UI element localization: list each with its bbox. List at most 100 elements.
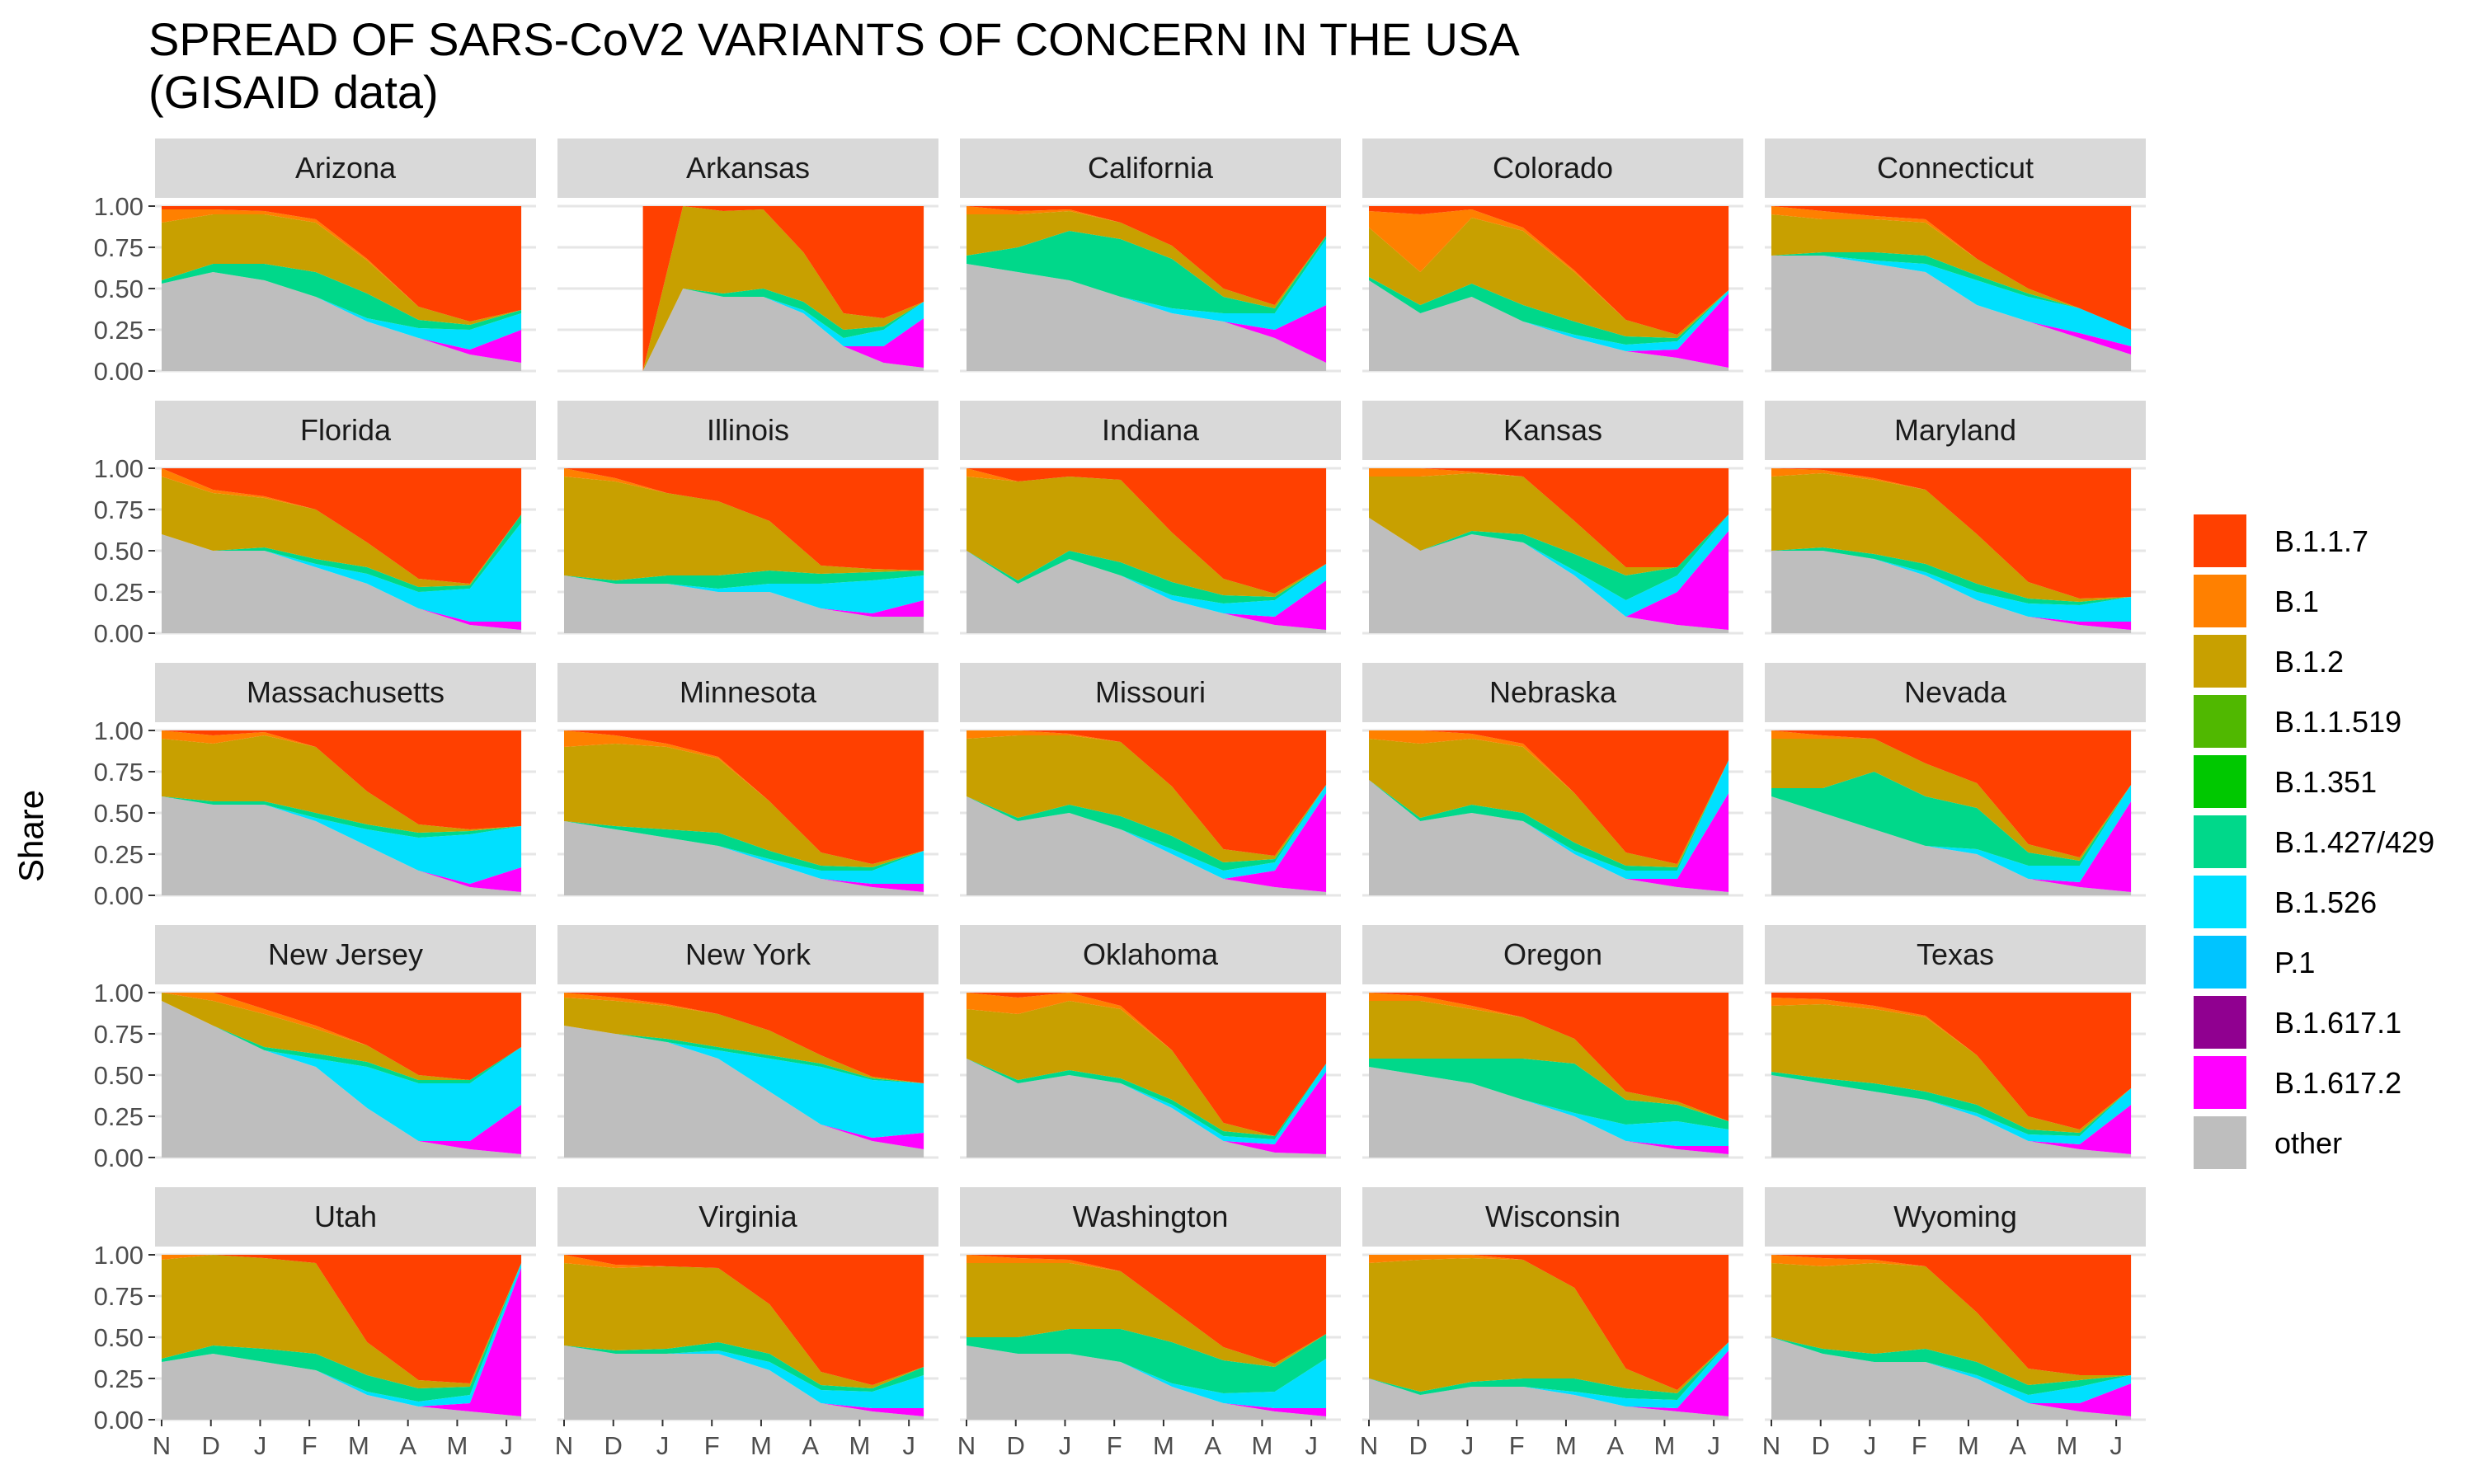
x-tick-label: N: [957, 1431, 976, 1460]
area-B-1-2: [1369, 473, 1729, 575]
facet-strip-label: Illinois: [707, 413, 789, 447]
area-B-1-526: [1369, 1067, 1729, 1146]
facet-strip: [1362, 401, 1743, 460]
facet-strip-label: Nebraska: [1489, 675, 1617, 709]
facet-panel: Washington N D J F M A M J: [957, 1187, 1341, 1460]
facet-panel: Oregon: [1362, 925, 1743, 1159]
legend-key: [2194, 575, 2246, 627]
area-B-1-526: [564, 1345, 924, 1408]
facet-strip-label: Oklahoma: [1083, 937, 1219, 971]
area-B-1-2: [162, 214, 522, 325]
area-other: [1369, 518, 1729, 633]
legend-label: B.1.617.1: [2274, 1006, 2402, 1040]
area-B-1-1-7: [967, 206, 1327, 305]
facet-panel: Oklahoma: [960, 925, 1341, 1159]
facet-strip: [557, 925, 938, 984]
y-tick-label: 0.25: [94, 1364, 143, 1393]
area-other: [1369, 280, 1729, 371]
area-B-1-526: [1771, 1337, 2132, 1403]
facet-strip: [960, 1187, 1341, 1247]
x-tick-label: N: [1360, 1431, 1378, 1460]
area-B-1-526: [564, 575, 924, 613]
y-tick-label: 0.50: [94, 537, 143, 566]
area-B-1-617-2: [564, 821, 924, 892]
x-tick-label: J: [1864, 1431, 1877, 1460]
legend-label: other: [2274, 1126, 2343, 1160]
x-tick-label: D: [604, 1431, 623, 1460]
legend-label: B.1.617.2: [2274, 1066, 2402, 1100]
x-tick-label: J: [1305, 1431, 1318, 1460]
area-other: [642, 289, 924, 371]
area-B-1-2: [162, 993, 522, 1080]
area-B-1-2: [564, 744, 924, 867]
facet-strip: [155, 139, 536, 198]
area-B-1-1-7: [162, 206, 522, 322]
legend-key: [2194, 755, 2246, 808]
area-other: [564, 821, 924, 895]
y-tick-label: 1.00: [94, 979, 143, 1007]
facet-strip-label: California: [1088, 151, 1214, 185]
facet-panel: Illinois: [557, 401, 938, 635]
area-B-1-1-7: [564, 993, 924, 1083]
area-B-1-2: [1771, 739, 2132, 861]
area-B-1-617-2: [162, 1268, 522, 1416]
area-B-1-2: [162, 735, 522, 833]
y-tick-label: 0.00: [94, 881, 143, 910]
area-B-1-427-429: [564, 1026, 924, 1083]
facet-strip: [1765, 663, 2146, 722]
x-tick-label: F: [704, 1431, 720, 1460]
facet-strip-label: New York: [685, 937, 811, 971]
area-B-1-526: [1771, 551, 2132, 622]
area-B-1-1-7: [564, 1255, 924, 1385]
area-B-1-1-7: [642, 206, 924, 371]
facet-strip-label: Nevada: [1904, 675, 2007, 709]
area-B-1-2: [967, 211, 1327, 308]
area-B-1-617-2: [162, 272, 522, 363]
area-other: [162, 1001, 522, 1158]
facet-strip-label: Arizona: [295, 151, 397, 185]
area-B-1-617-2: [1771, 796, 2132, 892]
legend-key: [2194, 996, 2246, 1049]
facet-panel: Arkansas: [557, 139, 938, 373]
x-tick-label: F: [1912, 1431, 1927, 1460]
area-B-1-2: [967, 477, 1327, 597]
area-B-1-526: [564, 1026, 924, 1138]
facet-panel: Nevada: [1765, 663, 2146, 897]
y-tick-label: 1.00: [94, 454, 143, 483]
y-tick-label: 0.00: [94, 1144, 143, 1172]
x-tick-label: F: [1107, 1431, 1122, 1460]
facet-panel: Wyoming N D J F M A M J: [1762, 1187, 2146, 1460]
area-B-1-526: [564, 821, 924, 884]
x-tick-label: M: [348, 1431, 369, 1460]
facet-chart: Arizona 0.00 0.25 0.50 0.75 1.00 Arkansas Calif…: [94, 139, 2146, 1460]
x-tick-label: J: [254, 1431, 267, 1460]
facet-panel: Massachusetts 0.00 0.25 0.50 0.75 1.00: [94, 663, 536, 910]
area-B-1-1-7: [564, 730, 924, 864]
x-tick-label: M: [849, 1431, 871, 1460]
area-B-1-427-429: [1771, 547, 2132, 605]
area-B-1-2: [1369, 218, 1729, 338]
facet-strip: [557, 1187, 938, 1247]
chart-title-line2: (GISAID data): [148, 66, 439, 118]
x-tick-label: M: [1252, 1431, 1273, 1460]
y-tick-label: 0.50: [94, 1323, 143, 1352]
area-B-1-2: [564, 1263, 924, 1388]
y-tick-label: 0.00: [94, 357, 143, 386]
area-other: [1771, 1075, 2132, 1158]
x-tick-label: J: [1059, 1431, 1072, 1460]
area-other: [967, 551, 1327, 633]
legend-key: [2194, 815, 2246, 868]
area-B-1-1-7: [162, 468, 522, 584]
area-B-1-2: [1771, 1004, 2132, 1133]
area-B-1-1-7: [1369, 468, 1729, 567]
facet-strip-label: Wyoming: [1893, 1200, 2017, 1233]
area-B-1-1-7: [967, 730, 1327, 856]
area-other: [1369, 1067, 1729, 1158]
facet-panel: Arizona 0.00 0.25 0.50 0.75 1.00: [94, 139, 536, 386]
facet-panel: Virginia N D J F M A M J: [555, 1187, 938, 1460]
x-tick-label: D: [202, 1431, 220, 1460]
area-B-1-617-2: [1369, 780, 1729, 892]
x-tick-label: J: [656, 1431, 670, 1460]
facet-strip-label: Massachusetts: [247, 675, 444, 709]
